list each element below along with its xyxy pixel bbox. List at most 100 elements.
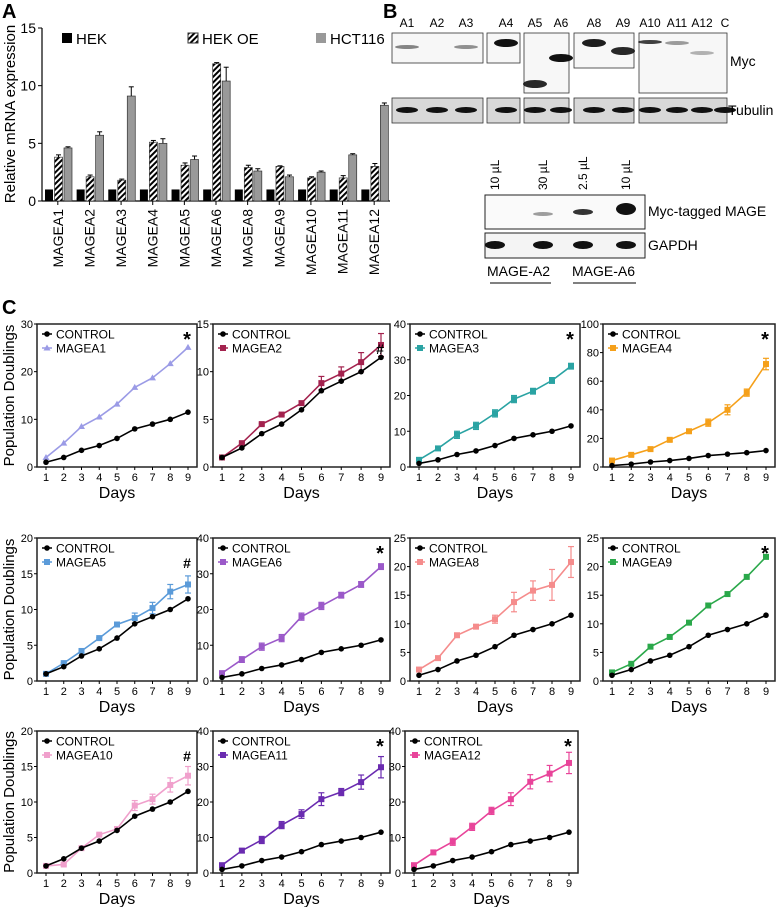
legend-marker xyxy=(220,345,226,351)
legend-label: MAGEA10 xyxy=(56,749,113,763)
myc-band xyxy=(582,39,606,47)
data-point xyxy=(473,422,479,429)
data-point xyxy=(258,430,265,437)
data-point xyxy=(686,619,692,626)
data-point xyxy=(43,671,49,677)
x-tick-label: 3 xyxy=(259,472,265,484)
data-point xyxy=(647,459,654,465)
y-tick-label: 30 xyxy=(389,762,401,774)
data-point xyxy=(473,623,479,630)
y-tick-label: 10 xyxy=(197,367,209,379)
series-line-magea4 xyxy=(611,363,767,462)
bar-hek xyxy=(171,189,180,201)
lane-label: A3 xyxy=(459,16,474,30)
myc-tagged-band xyxy=(616,203,636,215)
y-tick-label: 30 xyxy=(197,569,209,581)
legend-swatch xyxy=(316,33,326,43)
tubulin-band xyxy=(666,107,688,113)
myc-band xyxy=(494,39,518,47)
legend-marker xyxy=(220,752,226,758)
y-tick-label: 0 xyxy=(203,676,209,688)
myc-tagged-band xyxy=(573,209,593,215)
data-point xyxy=(430,863,437,869)
legend-label: CONTROL xyxy=(56,542,115,556)
data-point xyxy=(149,374,156,381)
tubulin-band xyxy=(612,107,634,113)
data-point xyxy=(219,670,225,677)
data-point xyxy=(568,363,574,370)
volume-label: 2.5 µL xyxy=(576,156,590,190)
x-tick-label: 9 xyxy=(378,686,384,698)
bar-hek-oe xyxy=(212,63,222,202)
data-point xyxy=(96,442,103,449)
y-tick-label: 10 xyxy=(394,426,406,438)
data-point xyxy=(318,796,325,803)
data-point xyxy=(566,829,572,835)
data-point xyxy=(549,377,555,384)
lane-label: A5 xyxy=(528,16,543,30)
y-tick-label: 25 xyxy=(587,533,599,545)
x-tick-label: MAGEA9 xyxy=(271,209,287,268)
myc-band xyxy=(665,41,689,45)
y-tick-label: 30 xyxy=(21,319,33,331)
data-point xyxy=(185,581,191,588)
x-tick-label: 1 xyxy=(416,472,422,484)
myc-blot-box xyxy=(486,32,521,64)
data-point xyxy=(609,457,615,464)
x-tick-label: 5 xyxy=(114,472,120,484)
data-point xyxy=(278,421,285,427)
series-line-magea9 xyxy=(611,556,767,674)
bar-hct116 xyxy=(380,104,389,202)
data-point xyxy=(609,462,615,469)
myc-band xyxy=(395,45,419,49)
data-point xyxy=(131,426,138,432)
x-tick-label: 1 xyxy=(43,878,49,890)
data-point xyxy=(96,831,103,838)
lane-label: A10 xyxy=(639,16,661,30)
bar-hek-oe xyxy=(338,177,348,202)
data-point xyxy=(628,461,635,467)
data-point xyxy=(239,863,245,869)
y-tick-label: 40 xyxy=(587,405,599,417)
data-point xyxy=(338,838,345,844)
data-point xyxy=(416,460,422,467)
data-point xyxy=(511,632,517,639)
myc-band xyxy=(549,54,573,62)
data-point xyxy=(167,588,174,595)
bar-hek-oe xyxy=(149,141,158,202)
data-point xyxy=(114,827,120,834)
y-tick-label: 40 xyxy=(197,726,209,738)
x-tick-label: 4 xyxy=(96,472,102,484)
legend-label: MAGEA4 xyxy=(622,342,672,356)
y-axis-label: Population Doublings xyxy=(1,325,18,467)
y-tick-label: 100 xyxy=(581,319,599,331)
data-point xyxy=(219,862,225,869)
data-point xyxy=(378,354,384,361)
y-tick-label: 15 xyxy=(394,590,406,602)
y-tick-label: 15 xyxy=(21,569,33,581)
x-tick-label: 8 xyxy=(744,686,750,698)
data-point xyxy=(60,861,67,868)
x-tick-label: 6 xyxy=(511,472,517,484)
y-tick-label: 0 xyxy=(27,462,33,474)
data-point xyxy=(95,413,103,420)
data-point xyxy=(530,626,536,633)
data-point xyxy=(43,459,49,466)
significance-annotation: * xyxy=(564,736,572,758)
data-point xyxy=(96,635,103,642)
significance-annotation: * xyxy=(761,543,769,565)
data-point xyxy=(416,672,422,679)
data-point xyxy=(743,449,750,456)
x-tick-label: 1 xyxy=(43,472,49,484)
legend-label: CONTROL xyxy=(424,735,483,749)
x-tick-label: 9 xyxy=(763,686,769,698)
data-point xyxy=(338,370,345,377)
x-tick-label: 5 xyxy=(492,472,498,484)
x-tick-label: 4 xyxy=(667,686,673,698)
x-tick-label: 7 xyxy=(527,878,533,890)
data-point xyxy=(149,421,156,427)
data-point xyxy=(238,847,245,854)
